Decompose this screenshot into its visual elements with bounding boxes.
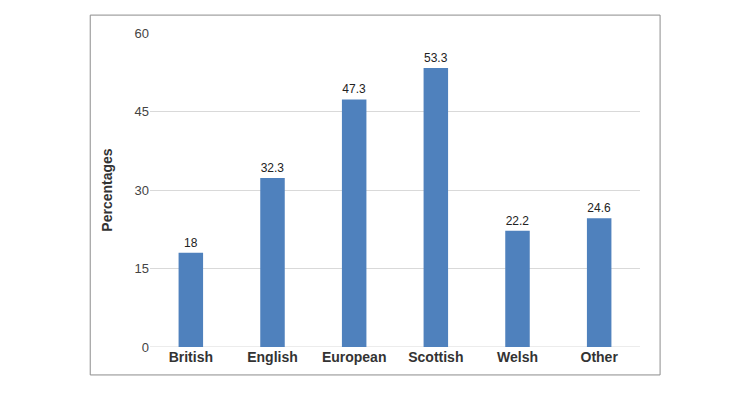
svg-text:24.6: 24.6 — [587, 201, 611, 215]
svg-text:English: English — [247, 349, 298, 365]
svg-text:Welsh: Welsh — [497, 349, 538, 365]
svg-text:Other: Other — [580, 349, 618, 365]
svg-text:Scottish: Scottish — [408, 349, 463, 365]
svg-text:32.3: 32.3 — [261, 161, 285, 175]
svg-text:45: 45 — [135, 104, 149, 119]
svg-text:60: 60 — [135, 26, 149, 41]
svg-text:British: British — [169, 349, 213, 365]
svg-text:18: 18 — [184, 236, 198, 250]
svg-text:0: 0 — [142, 340, 149, 355]
svg-text:22.2: 22.2 — [506, 214, 530, 228]
svg-text:47.3: 47.3 — [342, 82, 366, 96]
svg-text:15: 15 — [135, 261, 149, 276]
svg-text:30: 30 — [135, 183, 149, 198]
svg-text:53.3: 53.3 — [424, 51, 448, 65]
svg-text:Percentages: Percentages — [99, 148, 115, 231]
svg-text:European: European — [322, 349, 387, 365]
